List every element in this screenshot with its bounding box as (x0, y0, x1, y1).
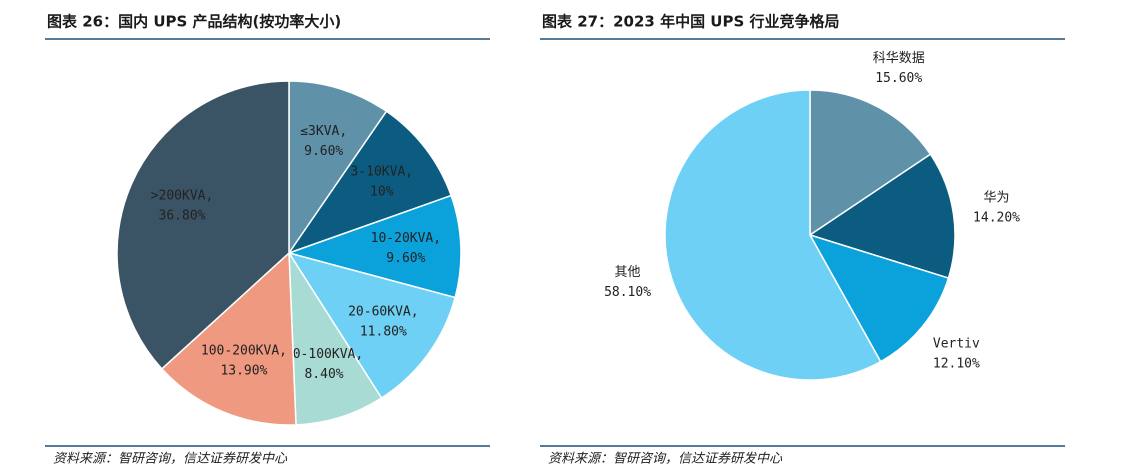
slice-label: ≤3KVA, (300, 124, 347, 139)
pie-slice (288, 250, 383, 426)
pie-slice (664, 89, 882, 381)
slice-label: Vertiv (933, 336, 980, 351)
value-label: 14.20% (973, 210, 1020, 225)
value-label: 12.10% (933, 356, 980, 371)
pie-slice (288, 80, 388, 256)
pie-slice (287, 251, 457, 400)
chart-title: 图表 26：国内 UPS 产品结构(按功率大小) (47, 13, 341, 31)
value-label: 8.40% (304, 367, 343, 382)
slice-label: 3-10KVA, (350, 164, 413, 179)
value-label: 15.60% (875, 71, 922, 86)
slice-label: 20-60KVA, (348, 305, 418, 320)
pie-slice (286, 194, 462, 299)
slice-label: 60-100KVA, (285, 347, 363, 362)
value-label: 36.80% (159, 208, 206, 223)
chart-title: 图表 27：2023 年中国 UPS 行业竞争格局 (542, 13, 840, 31)
slice-label: 10-20KVA, (371, 231, 441, 246)
value-label: 9.60% (386, 251, 425, 266)
source-note: 资料来源：智研咨询，信达证券研发中心 (53, 452, 288, 467)
slice-label: 100-200KVA, (201, 343, 287, 358)
pie-slice (808, 233, 950, 363)
pie-slice (160, 251, 297, 426)
slice-label: 科华数据 (873, 51, 925, 66)
value-label: 13.90% (220, 363, 267, 378)
value-label: 11.80% (360, 325, 407, 340)
pie-slice (808, 153, 956, 280)
value-label: 9.60% (304, 144, 343, 159)
slice-label: >200KVA, (151, 188, 214, 203)
value-label: 58.10% (604, 285, 651, 300)
pie-slice (809, 89, 932, 237)
slice-label: 华为 (984, 190, 1010, 205)
source-note: 资料来源：智研咨询，信达证券研发中心 (548, 452, 783, 467)
pie-slice (116, 80, 290, 370)
pie-slice (287, 110, 453, 255)
slice-label: 其他 (615, 265, 641, 280)
value-label: 10% (370, 184, 394, 199)
